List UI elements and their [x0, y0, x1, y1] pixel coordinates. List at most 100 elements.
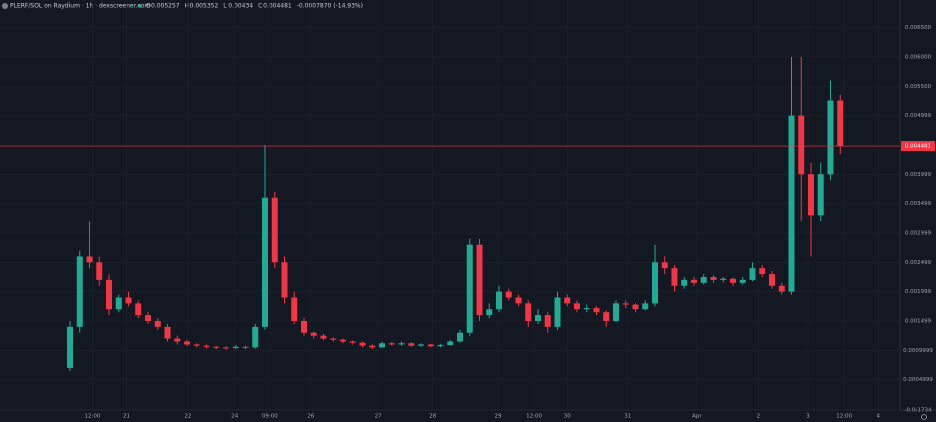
y-tick-label: 0.004999 — [905, 113, 932, 119]
candle-body — [203, 345, 210, 347]
legend-key: C — [258, 3, 262, 10]
x-tick-label: 12:00 — [836, 414, 852, 420]
y-tick-label: 0.001499 — [905, 319, 932, 325]
candle-body — [320, 335, 327, 339]
candle-body — [593, 308, 600, 313]
candle-body — [135, 303, 142, 316]
candle-body — [154, 320, 161, 327]
candle-body — [495, 291, 502, 310]
x-tick-label: 2 — [757, 414, 761, 420]
x-tick-label: 12:00 — [84, 414, 100, 420]
x-tick-label: 21 — [123, 414, 130, 420]
candle-body — [408, 343, 415, 346]
candle-body — [827, 100, 834, 175]
candle-body — [466, 244, 473, 333]
candle-body — [300, 320, 307, 333]
candle-body — [525, 303, 532, 321]
candle-body — [837, 100, 844, 147]
candle-body — [271, 197, 278, 263]
legend-key: H — [185, 3, 190, 10]
candle-body — [106, 279, 113, 310]
candle-body — [700, 276, 707, 283]
candle-body — [388, 343, 395, 345]
candle-body — [281, 262, 288, 298]
candle-body — [222, 347, 229, 349]
candle-body — [378, 343, 385, 348]
y-tick-label: 0.005500 — [905, 84, 932, 90]
candle-body — [213, 346, 220, 348]
candle-body — [642, 303, 649, 310]
candle-body — [651, 262, 658, 304]
x-tick-label: 3 — [806, 414, 810, 420]
candle-body — [534, 315, 541, 321]
last-price-label: 0.004481 — [905, 144, 931, 150]
x-tick-label: 4 — [877, 414, 881, 420]
candle-body — [456, 332, 463, 342]
candle-body — [174, 338, 181, 342]
candle-body — [622, 303, 629, 305]
x-tick-label: Apr — [692, 414, 702, 420]
y-tick-label: 0.002999 — [905, 231, 932, 237]
candle-body — [310, 332, 317, 336]
settings-icon[interactable] — [921, 414, 927, 420]
candle-body — [427, 344, 434, 347]
candle-body — [759, 268, 766, 275]
x-tick-label: 27 — [375, 414, 382, 420]
chart-title: PLERF/SOL on Raydium · 1h · dexscreener.… — [10, 3, 150, 10]
status-dot — [138, 4, 142, 8]
legend-key: L — [223, 3, 227, 10]
candle-body — [242, 346, 249, 348]
y-tick-label: 0.006500 — [905, 25, 932, 31]
candle-body — [252, 326, 259, 348]
candle-body — [330, 338, 337, 340]
token-icon — [2, 3, 8, 9]
candle-body — [164, 326, 171, 339]
x-tick-label: 30 — [564, 414, 571, 420]
legend-value: 0.005352 — [190, 3, 219, 10]
candle-body — [749, 268, 756, 280]
candle-body — [798, 115, 805, 175]
candle-body — [671, 268, 678, 286]
legend-value: 0.005257 — [151, 3, 180, 10]
candle-body — [515, 297, 522, 304]
candle-body — [681, 279, 688, 286]
candle-body — [417, 344, 424, 346]
candle-body — [437, 345, 444, 347]
candle-body — [193, 344, 200, 346]
y-tick-label: 0.003499 — [905, 201, 932, 207]
last-price-tag — [901, 141, 935, 152]
x-tick-label: 09:00 — [262, 414, 278, 420]
legend-value: 0.00434 — [228, 3, 253, 10]
candle-body — [447, 341, 454, 346]
y-tick-label: 0.0009999 — [903, 348, 933, 354]
y-tick-label: 0.003999 — [905, 172, 932, 178]
candle-body — [564, 297, 571, 304]
candle-body — [817, 174, 824, 216]
candle-body — [125, 297, 132, 304]
y-tick-label: 0.002499 — [905, 260, 932, 266]
candle-body — [739, 279, 746, 283]
candle-body — [184, 341, 191, 345]
x-tick-label: 12:00 — [526, 414, 542, 420]
candle-body — [476, 244, 483, 316]
candle-body — [505, 291, 512, 298]
x-tick-label: 26 — [307, 414, 314, 420]
x-tick-label: 29 — [495, 414, 502, 420]
candle-body — [261, 197, 268, 327]
candle-body — [76, 256, 83, 327]
candle-body — [778, 285, 785, 292]
y-tick-label: -0.0₁1734 — [905, 408, 932, 414]
candle-body — [359, 342, 366, 346]
legend-change: -0.0007870 (-14.93%) — [297, 3, 363, 10]
candle-body — [573, 303, 580, 310]
legend-key: O — [146, 3, 151, 10]
candle-body — [612, 303, 619, 321]
candle-body — [96, 262, 103, 280]
candle-body — [115, 297, 122, 310]
candle-body — [398, 343, 405, 345]
candle-body — [86, 256, 93, 263]
candle-body — [232, 346, 239, 348]
candle-body — [291, 297, 298, 321]
candle-body — [788, 115, 795, 292]
